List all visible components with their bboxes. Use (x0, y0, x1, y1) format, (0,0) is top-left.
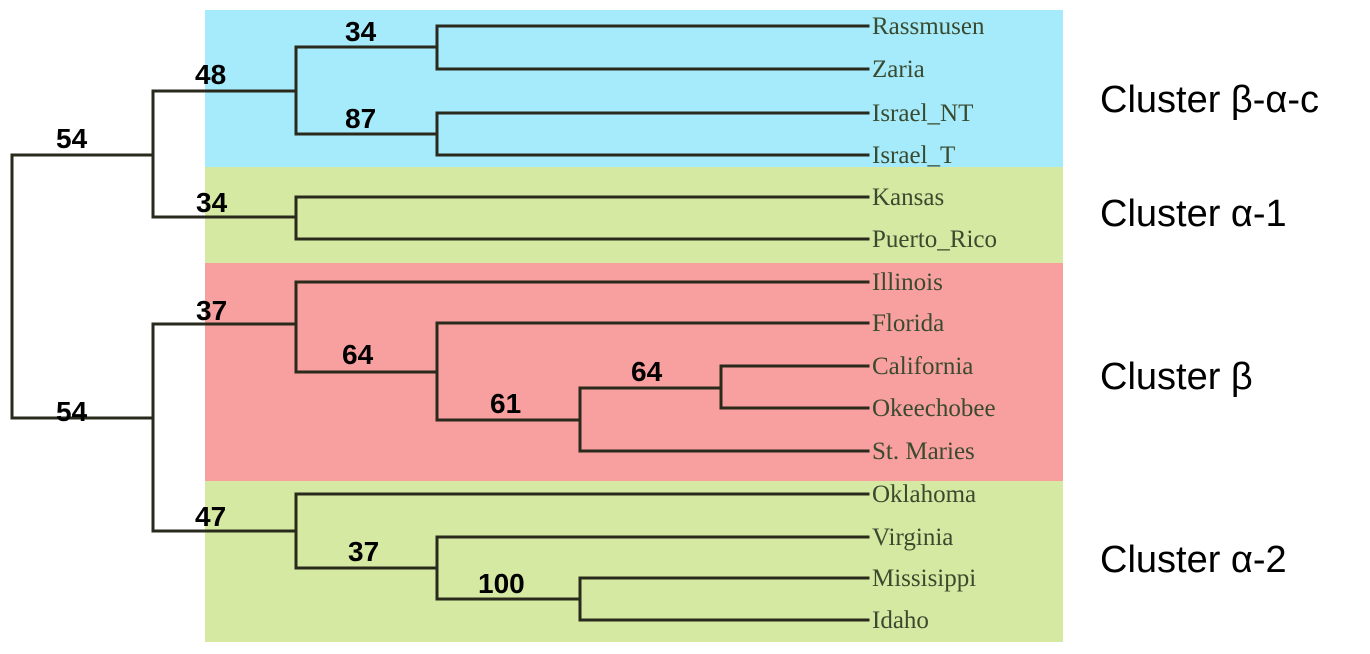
taxon-label-puerto-rico: Puerto_Rico (872, 226, 997, 253)
cluster-label-beta: Cluster β (1100, 356, 1253, 398)
taxon-label-missisippi: Missisippi (872, 565, 976, 592)
bootstrap-alpha-2: 47 (195, 501, 226, 532)
bootstrap-root-lower: 54 (56, 396, 88, 427)
taxon-label-virginia: Virginia (872, 524, 953, 551)
cluster-labels: Cluster β-α-c Cluster α-1 Cluster β Clus… (1100, 79, 1319, 581)
bootstrap-beta-alpha-c: 48 (195, 59, 226, 90)
cluster-band-beta-alpha-c (205, 10, 1063, 167)
cluster-band-alpha-2 (205, 481, 1063, 642)
taxon-label-illinois: Illinois (872, 269, 943, 296)
taxon-label-zaria: Zaria (872, 56, 925, 83)
taxon-label-rassmusen: Rassmusen (872, 13, 985, 40)
cluster-label-beta-alpha-c: Cluster β-α-c (1100, 79, 1319, 121)
bootstrap-missisippi-idaho: 100 (478, 568, 525, 599)
taxon-label-florida: Florida (872, 310, 944, 337)
taxon-label-okeechobee: Okeechobee (872, 395, 996, 422)
bootstrap-california-stmaries: 61 (490, 388, 521, 419)
cluster-label-alpha-2: Cluster α-2 (1100, 539, 1287, 581)
bootstrap-florida-clade: 64 (342, 339, 374, 370)
bootstrap-alpha-1: 34 (196, 187, 228, 218)
taxon-label-st-maries: St. Maries (872, 438, 975, 465)
taxon-label-kansas: Kansas (872, 184, 944, 211)
taxon-label-israel-t: Israel_T (872, 142, 955, 169)
bootstrap-virginia-clade: 37 (348, 536, 379, 567)
taxon-labels: Rassmusen Zaria Israel_NT Israel_T Kansa… (872, 13, 997, 634)
cluster-label-alpha-1: Cluster α-1 (1100, 193, 1287, 235)
taxon-label-idaho: Idaho (872, 607, 929, 634)
taxon-label-california: California (872, 353, 973, 380)
cluster-band-alpha-1 (205, 167, 1063, 263)
taxon-label-israel-nt: Israel_NT (872, 100, 973, 127)
tree-edges (10, 24, 870, 622)
bootstrap-beta: 37 (196, 295, 227, 326)
bootstrap-rassmusen-zaria: 34 (345, 16, 377, 47)
bootstrap-values: 54 54 48 34 87 34 37 64 61 64 47 37 100 (56, 16, 663, 599)
bootstrap-california-okeechobee: 64 (631, 356, 663, 387)
bootstrap-root-upper: 54 (56, 123, 88, 154)
taxon-label-oklahoma: Oklahoma (872, 481, 976, 508)
bootstrap-israel: 87 (345, 103, 376, 134)
